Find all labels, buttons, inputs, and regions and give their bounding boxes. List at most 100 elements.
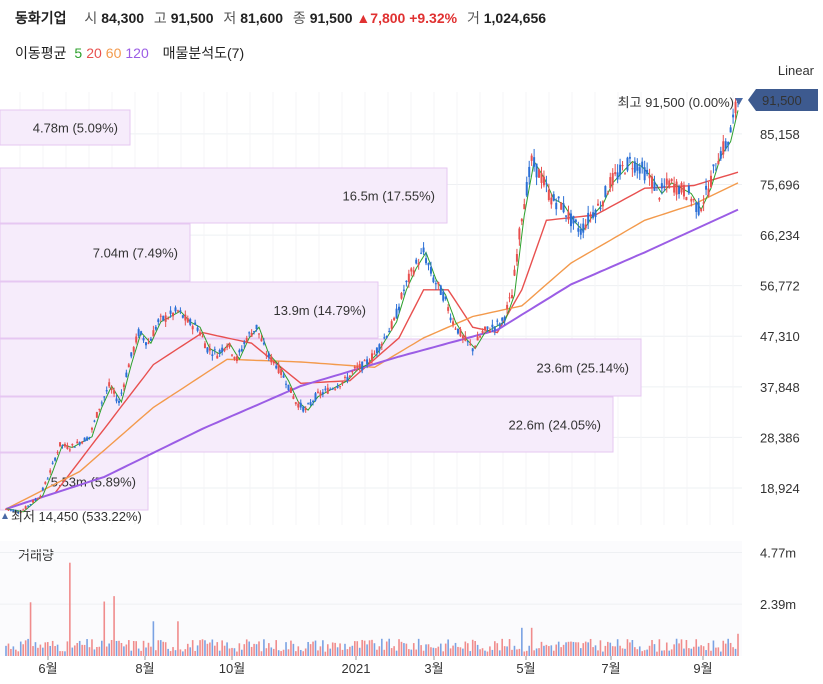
volume-bar: [199, 640, 201, 656]
volume-bar: [277, 650, 280, 656]
volume-bar: [331, 642, 334, 656]
volume-bar: [690, 648, 693, 656]
candle-body: [690, 198, 693, 202]
candle-body: [498, 323, 501, 327]
candle-body: [140, 331, 143, 335]
ma-5-label[interactable]: 5: [74, 45, 83, 61]
volume-bar: [326, 644, 329, 656]
volume-bar: [378, 646, 381, 656]
candle-body: [27, 505, 30, 507]
candle-body: [687, 185, 690, 194]
candle-body: [235, 356, 238, 362]
volume-bar: [100, 640, 103, 656]
candles: [5, 98, 739, 515]
volume-bar: [614, 646, 616, 656]
volume-bar: [737, 633, 739, 656]
candle-body: [727, 141, 730, 146]
candle-body: [309, 402, 312, 405]
candle-body: [483, 326, 486, 330]
candle-body: [346, 376, 349, 381]
volume-bar: [83, 644, 86, 656]
candle-body: [474, 346, 477, 348]
volume-bar: [32, 646, 34, 656]
volume-bar: [393, 646, 395, 656]
candle-body: [61, 444, 64, 446]
open-value: 84,300: [101, 10, 145, 26]
candle-body: [294, 402, 297, 404]
volume-bar: [727, 638, 729, 656]
low-marker-label: 최저 14,450 (533.22%): [11, 509, 142, 524]
ma-120-label[interactable]: 120: [125, 45, 149, 61]
volume-bar: [634, 647, 636, 656]
candle-body: [619, 164, 622, 176]
candle-body: [653, 181, 656, 191]
ma-20-label[interactable]: 20: [86, 45, 102, 61]
candle-body: [592, 212, 595, 218]
volume-bar: [108, 643, 110, 656]
candle-body: [665, 178, 668, 185]
candle-body: [400, 292, 403, 299]
candle-body: [110, 388, 113, 391]
volume-bar: [398, 639, 400, 656]
candle-body: [456, 328, 459, 334]
candle-body: [19, 512, 22, 514]
volume-profile-label: 22.6m (24.05%): [509, 418, 602, 433]
candle-body: [172, 312, 175, 317]
volume-bar: [120, 642, 123, 656]
candle-body: [366, 359, 369, 364]
date-tick-label: 2021: [342, 661, 371, 676]
volume-bar: [658, 639, 661, 656]
volume-profile-label[interactable]: 매물분석도(7): [162, 45, 245, 61]
volume-bar: [142, 640, 145, 656]
volume-bar: [388, 638, 390, 656]
candle-body: [668, 180, 671, 188]
volume-bar: [685, 639, 688, 656]
candle-body: [479, 336, 482, 338]
volume-bar: [15, 649, 17, 656]
candle-body: [466, 341, 469, 343]
price-tick-label: 18,924: [760, 481, 800, 496]
volume-bar: [73, 645, 76, 656]
ma-60-label[interactable]: 60: [105, 45, 122, 61]
candle-body: [103, 396, 106, 398]
scale-mode-label[interactable]: Linear: [778, 63, 815, 78]
candle-body: [302, 406, 305, 412]
candle-body: [240, 348, 243, 351]
volume-bar: [157, 640, 160, 656]
candle-body: [115, 398, 118, 402]
volume-bar: [395, 650, 398, 656]
volume-bar: [285, 642, 287, 656]
candle-body: [582, 223, 585, 233]
volume-bar: [223, 645, 226, 656]
candle-body: [262, 342, 265, 345]
candle-body: [476, 336, 479, 341]
candle-body: [41, 487, 44, 491]
candle-body: [339, 386, 342, 388]
volume-bar: [555, 644, 558, 656]
moving-average-legend[interactable]: 이동평균 5 20 60 120 매물분석도(7): [15, 43, 248, 63]
candle-body: [9, 509, 12, 511]
candle-body: [420, 252, 423, 254]
volume-bar: [34, 642, 37, 656]
candle-body: [164, 315, 167, 322]
volume-bar: [587, 642, 589, 656]
candle-body: [626, 157, 629, 171]
volume-bar: [466, 643, 469, 656]
volume-bar: [545, 644, 548, 656]
volume-bar: [59, 651, 61, 656]
volume-bar: [521, 627, 523, 656]
candle-body: [199, 332, 202, 336]
volume-bar: [172, 647, 174, 656]
high-label: 고: [153, 10, 167, 26]
volume-bar: [675, 638, 678, 656]
volume-bar: [182, 651, 184, 656]
candle-body: [461, 335, 464, 339]
candle-body: [655, 184, 658, 186]
candle-body: [147, 342, 150, 344]
date-tick-label: 8월: [135, 661, 154, 676]
current-price-tag: [748, 89, 818, 112]
price-tick-label: 75,696: [760, 178, 800, 193]
candle-body: [523, 204, 526, 210]
candle-body: [675, 181, 678, 195]
